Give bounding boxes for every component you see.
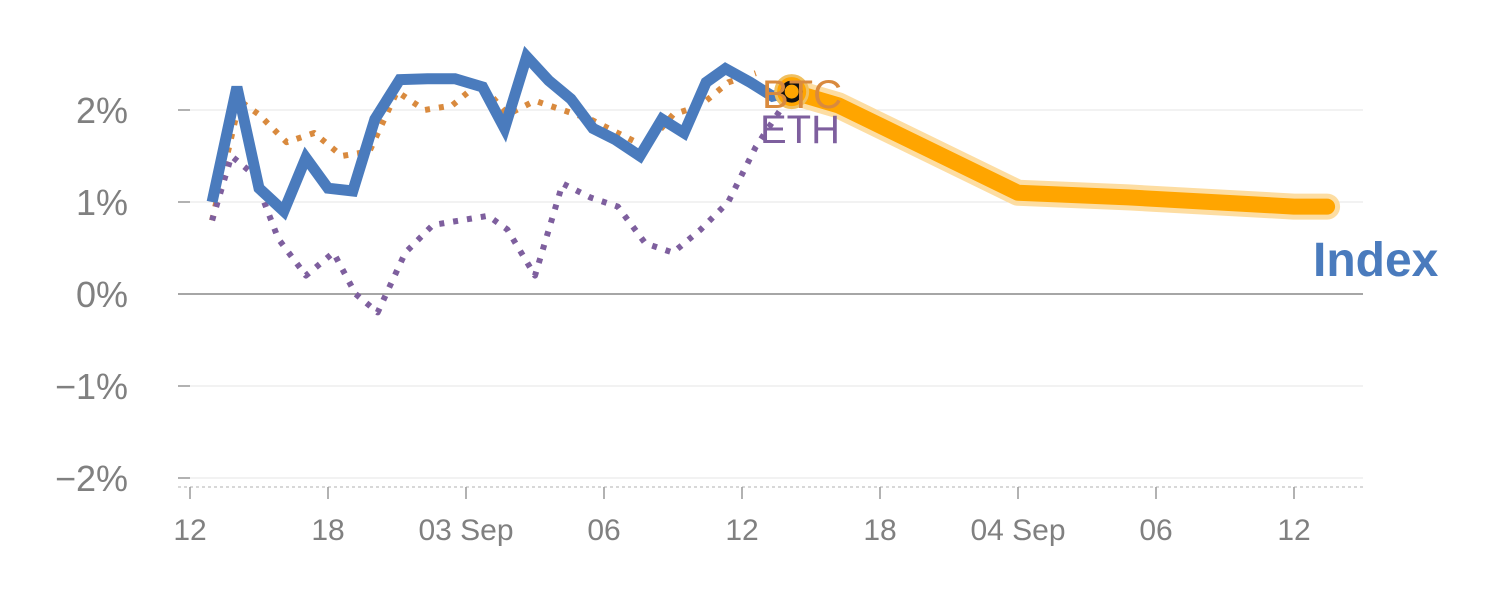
y-tick-label: 0% [76,274,128,315]
x-tick-label: 06 [587,514,620,547]
x-tick-label: 06 [1139,514,1172,547]
series-line-index [206,45,793,221]
series-labels: BTC ETH Index [760,73,1439,287]
x-tick-label: 04 Sep [970,514,1065,547]
series-label-btc: BTC [762,73,842,117]
marker-layer [774,74,810,110]
x-axis: 12 18 03 Sep 06 12 18 04 Sep 06 12 [173,486,1363,547]
x-tick-label: 12 [725,514,758,547]
series-label-eth: ETH [760,108,840,152]
x-tick-label: 12 [173,514,206,547]
series-end-marker-ring [774,74,810,110]
series-line-index-forecast [783,83,1336,215]
y-tick-label: 2% [76,90,128,131]
y-tick-label: −1% [55,366,128,407]
x-tick-label: 12 [1277,514,1310,547]
x-tick-label: 18 [311,514,344,547]
y-tick-label: −2% [55,458,128,499]
series-layer [206,45,1341,316]
x-tick-label: 03 Sep [418,514,513,547]
y-tick-label: 1% [76,182,128,223]
series-label-index: Index [1313,234,1439,287]
x-tick-label: 18 [863,514,896,547]
series-end-marker [780,80,803,103]
y-axis: 2% 1% 0% −1% −2% [55,90,190,499]
